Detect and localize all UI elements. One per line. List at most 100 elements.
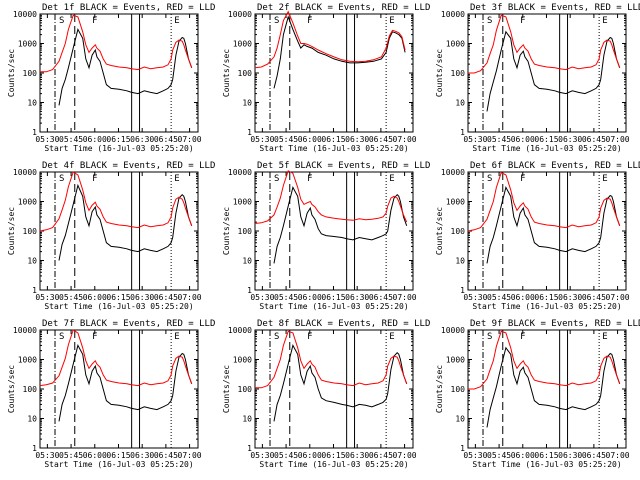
y-tick-label: 1 — [247, 286, 252, 295]
y-tick-label: 10000 — [441, 326, 465, 335]
x-tick-label: 06:45 — [154, 451, 178, 460]
x-tick-label: 05:45 — [274, 135, 298, 144]
series-line-lld — [467, 172, 621, 232]
x-tick-label: 06:30 — [558, 293, 582, 302]
series-line-lld — [468, 330, 621, 390]
x-tick-label: 06:30 — [345, 135, 369, 144]
y-tick-label: 10 — [455, 257, 465, 266]
panel-det-4f: Det 4f BLACK = Events, RED = LLD 1 10 100 10… — [7, 161, 215, 311]
y-tick-label: 1 — [32, 128, 37, 137]
plot-frame — [39, 171, 199, 291]
x-tick-label: 07:00 — [178, 135, 202, 144]
y-tick-label: 1000 — [446, 198, 465, 207]
marker-label-S: S — [59, 174, 64, 184]
marker-label-E: E — [174, 332, 179, 342]
series-line-lld — [39, 171, 193, 232]
x-tick-label: 06:00 — [298, 293, 322, 302]
panel-title: Det 9f BLACK = Events, RED = LLD — [470, 319, 640, 329]
x-axis-label: Start Time (16-Jul-03 05:25:20) — [259, 144, 408, 153]
plot-frame — [254, 171, 414, 291]
x-tick-label: 05:45 — [59, 135, 83, 144]
marker-label-E: E — [174, 174, 179, 184]
panel-title: Det 8f BLACK = Events, RED = LLD — [257, 319, 430, 329]
x-tick-label: 06:15 — [321, 135, 345, 144]
series-line-events — [58, 28, 193, 106]
y-tick-label: 1000 — [18, 40, 37, 49]
y-axis-label: Counts/sec — [7, 207, 16, 255]
x-tick-label: 06:30 — [130, 135, 154, 144]
series-line-lld — [255, 330, 408, 389]
x-tick-label: 06:45 — [369, 293, 393, 302]
marker-label-E: E — [389, 332, 394, 342]
marker-label-F: F — [307, 332, 312, 342]
x-axis-label: Start Time (16-Jul-03 05:25:20) — [472, 460, 621, 469]
x-tick-label: 05:45 — [59, 451, 83, 460]
y-tick-label: 100 — [23, 69, 38, 78]
marker-label-F: F — [92, 174, 97, 184]
x-axis-label: Start Time (16-Jul-03 05:25:20) — [472, 144, 621, 153]
panel-det-2f: Det 2f BLACK = Events, RED = LLD 1 10 100 10… — [222, 3, 430, 153]
x-tick-label: 06:45 — [582, 451, 606, 460]
y-tick-label: 1 — [460, 444, 465, 453]
y-tick-label: 10000 — [13, 326, 37, 335]
marker-label-S: S — [274, 16, 279, 26]
x-tick-label: 05:45 — [274, 293, 298, 302]
panel-title: Det 7f BLACK = Events, RED = LLD — [42, 319, 215, 329]
marker-label-S: S — [59, 16, 64, 26]
marker-label-S: S — [59, 332, 64, 342]
marker-label-F: F — [307, 16, 312, 26]
y-tick-label: 1 — [247, 444, 252, 453]
marker-label-S: S — [487, 174, 492, 184]
y-tick-label: 100 — [451, 227, 466, 236]
y-tick-label: 10 — [455, 415, 465, 424]
y-tick-label: 1000 — [18, 198, 37, 207]
x-tick-label: 07:00 — [393, 451, 417, 460]
y-tick-label: 10 — [27, 415, 37, 424]
x-axis-label: Start Time (16-Jul-03 05:25:20) — [259, 460, 408, 469]
panel-title: Det 3f BLACK = Events, RED = LLD — [470, 3, 640, 13]
y-tick-label: 100 — [451, 385, 466, 394]
marker-label-S: S — [274, 332, 279, 342]
y-tick-label: 10 — [27, 99, 37, 108]
x-tick-label: 06:30 — [130, 451, 154, 460]
x-tick-label: 05:30 — [250, 135, 274, 144]
series-line-events — [486, 30, 621, 112]
panel-det-6f: Det 6f BLACK = Events, RED = LLD 1 10 100 10… — [435, 161, 640, 311]
panel-det-9f: Det 9f BLACK = Events, RED = LLD 1 10 100 10… — [435, 319, 640, 469]
x-axis-label: Start Time (16-Jul-03 05:25:20) — [472, 302, 621, 311]
x-axis-label: Start Time (16-Jul-03 05:25:20) — [44, 460, 193, 469]
y-tick-label: 10 — [27, 257, 37, 266]
x-tick-label: 05:45 — [487, 293, 511, 302]
panel-det-5f: Det 5f BLACK = Events, RED = LLD 1 10 100 10… — [222, 161, 430, 311]
marker-label-E: E — [602, 16, 607, 26]
x-tick-label: 07:00 — [178, 451, 202, 460]
x-tick-label: 06:30 — [558, 135, 582, 144]
x-tick-label: 06:45 — [369, 135, 393, 144]
y-tick-label: 100 — [238, 227, 253, 236]
y-tick-label: 1000 — [233, 198, 252, 207]
y-tick-label: 10000 — [228, 168, 252, 177]
y-tick-label: 1000 — [233, 40, 252, 49]
marker-label-F: F — [520, 16, 525, 26]
x-tick-label: 06:30 — [558, 451, 582, 460]
panel-det-1f: Det 1f BLACK = Events, RED = LLD 1 10 100 10… — [7, 3, 215, 153]
plot-frame — [467, 171, 627, 291]
x-tick-label: 07:00 — [606, 451, 630, 460]
y-tick-label: 1000 — [446, 356, 465, 365]
y-axis-label: Counts/sec — [435, 49, 444, 97]
x-tick-label: 06:00 — [83, 451, 107, 460]
series-line-events — [486, 186, 621, 264]
marker-label-E: E — [389, 174, 394, 184]
x-tick-label: 05:30 — [463, 135, 487, 144]
y-axis-label: Counts/sec — [435, 207, 444, 255]
y-tick-label: 1 — [32, 444, 37, 453]
x-tick-label: 06:00 — [83, 293, 107, 302]
series-line-lld — [39, 329, 193, 387]
y-tick-label: 10 — [242, 99, 252, 108]
panel-det-3f: Det 3f BLACK = Events, RED = LLD 1 10 100 10… — [435, 3, 640, 153]
x-tick-label: 05:30 — [35, 135, 59, 144]
y-tick-label: 10000 — [13, 10, 37, 19]
x-tick-label: 06:15 — [534, 135, 558, 144]
x-tick-label: 05:30 — [35, 293, 59, 302]
